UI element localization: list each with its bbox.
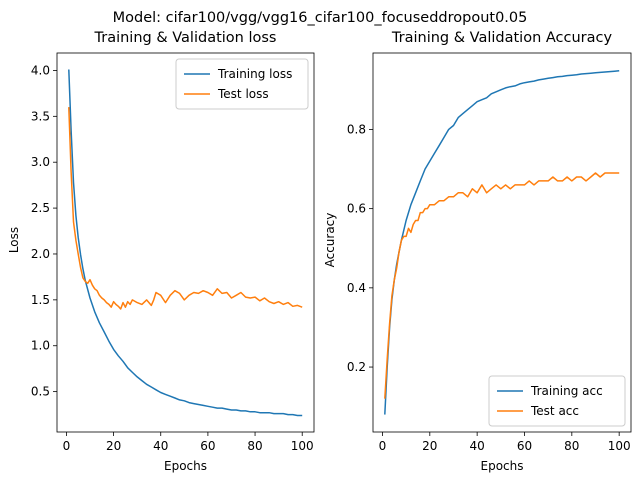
loss-y-tick-label: 3.5: [31, 109, 50, 123]
accuracy-x-axis-label: Epochs: [481, 459, 524, 473]
accuracy-y-tick-label: 0.2: [347, 360, 366, 374]
accuracy-legend-label: Training acc: [530, 384, 603, 398]
accuracy-x-tick-label: 40: [470, 439, 485, 453]
loss-axes-frame: [56, 52, 315, 433]
accuracy-legend-label: Test acc: [530, 404, 579, 418]
loss-y-tick-label: 3.0: [31, 155, 50, 169]
figure-suptitle: Model: cifar100/vgg/vgg16_cifar100_focus…: [113, 10, 528, 26]
loss-plot-title: Training & Validation loss: [94, 30, 277, 46]
accuracy-panel: Training & Validation Accuracy 0 20 40 60 80…: [323, 30, 632, 473]
loss-axis-ticks: 0 20 40 60 80 100 0.5 1.0 1.5 2.0 2.5 3.0 3.5 4.0: [31, 63, 314, 453]
accuracy-y-axis-label: Accuracy: [323, 213, 337, 268]
loss-x-tick-label: 100: [291, 439, 314, 453]
accuracy-x-tick-label: 80: [564, 439, 579, 453]
loss-x-tick-label: 60: [200, 439, 215, 453]
loss-legend: Training loss Test loss: [175, 58, 309, 110]
accuracy-plot-area: [384, 70, 620, 415]
accuracy-y-tick-label: 0.4: [347, 281, 366, 295]
accuracy-y-tick-label: 0.8: [347, 122, 366, 136]
loss-x-tick-label: 0: [63, 439, 71, 453]
accuracy-y-tick-label: 0.6: [347, 202, 366, 216]
loss-series-line-test: [68, 107, 303, 310]
loss-y-tick-label: 0.5: [31, 385, 50, 399]
loss-y-tick-label: 1.0: [31, 339, 50, 353]
accuracy-axis-ticks: 0 20 40 60 80 100 0.2 0.4 0.6 0.8: [347, 122, 631, 453]
loss-x-tick-label: 20: [106, 439, 121, 453]
accuracy-x-tick-label: 20: [422, 439, 437, 453]
loss-legend-label: Test loss: [217, 87, 269, 101]
loss-x-tick-label: 40: [153, 439, 168, 453]
loss-plot-area: [68, 69, 303, 417]
accuracy-x-tick-label: 100: [608, 439, 631, 453]
accuracy-plot-title: Training & Validation Accuracy: [391, 30, 613, 46]
loss-legend-label: Training loss: [217, 67, 292, 81]
accuracy-legend: Training acc Test acc: [488, 375, 626, 427]
loss-y-tick-label: 4.0: [31, 63, 50, 77]
loss-y-tick-label: 2.0: [31, 247, 50, 261]
accuracy-series-line-test: [384, 172, 620, 399]
loss-panel: Training & Validation loss 0 20 40 60 80 1000…: [7, 30, 315, 473]
loss-x-tick-label: 80: [247, 439, 262, 453]
loss-series-line-training: [68, 69, 303, 417]
loss-x-axis-label: Epochs: [164, 459, 207, 473]
accuracy-series-line-training: [384, 70, 620, 415]
loss-y-tick-label: 1.5: [31, 293, 50, 307]
loss-y-axis-label: Loss: [7, 227, 21, 253]
accuracy-axes-frame: [372, 52, 632, 433]
accuracy-x-tick-label: 60: [517, 439, 532, 453]
loss-legend-box: [175, 58, 309, 110]
accuracy-x-tick-label: 0: [379, 439, 387, 453]
loss-y-tick-label: 2.5: [31, 201, 50, 215]
accuracy-legend-box: [488, 375, 626, 427]
